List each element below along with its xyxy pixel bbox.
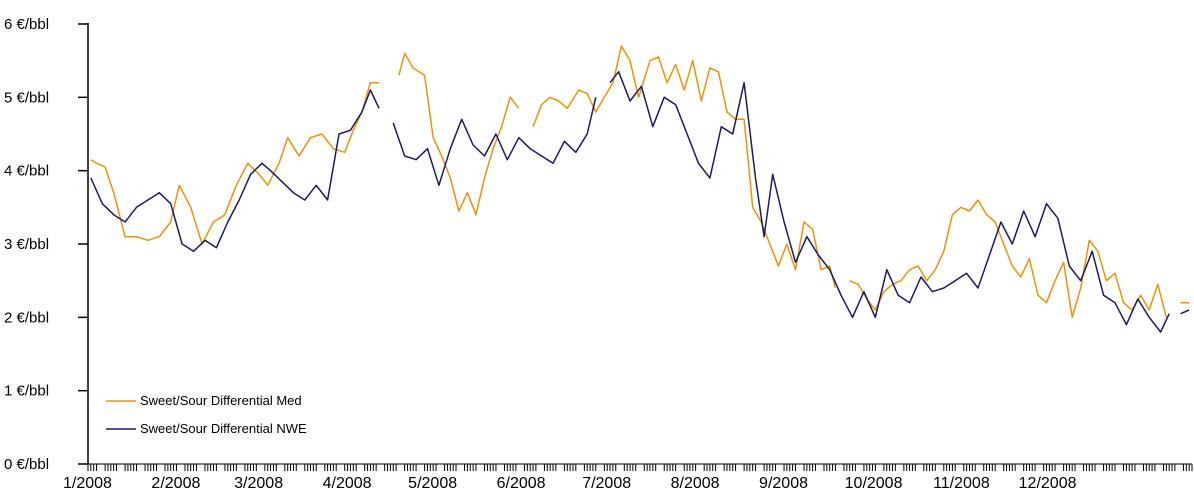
legend-label-med: Sweet/Sour Differential Med — [140, 393, 302, 408]
x-tick-label: 9/2008 — [759, 475, 808, 492]
y-tick-label: 3 €/bbl — [4, 236, 49, 253]
series-line-nwe — [90, 70, 1190, 333]
y-tick-label: 1 €/bbl — [4, 383, 49, 400]
series-lines — [90, 45, 1190, 333]
x-tick-label: 5/2008 — [408, 475, 457, 492]
x-axis: 1/2008 2/2008 3/2008 4/2008 5/2008 6/2008 7/20… — [63, 463, 1193, 492]
y-tick-label: 6 €/bbl — [4, 16, 49, 33]
y-tick-label: 0 €/bbl — [4, 456, 49, 473]
legend-label-nwe: Sweet/Sour Differential NWE — [140, 421, 307, 436]
x-tick-label: 1/2008 — [63, 475, 112, 492]
y-axis: 0 €/bbl 1 €/bbl 2 €/bbl 3 €/bbl 4 €/bbl 5 €/b… — [4, 16, 89, 473]
legend: Sweet/Sour Differential Med Sweet/Sour D… — [106, 393, 307, 436]
x-tick-label: 2/2008 — [151, 475, 200, 492]
x-tick-label: 11/2008 — [933, 475, 990, 492]
y-tick-label: 5 €/bbl — [4, 89, 49, 106]
x-tick-label: 7/2008 — [582, 475, 631, 492]
y-tick-label: 2 €/bbl — [4, 309, 49, 326]
y-tick-label: 4 €/bbl — [4, 163, 49, 180]
x-tick-label: 6/2008 — [497, 475, 546, 492]
series-line-med — [90, 45, 1190, 319]
x-tick-label: 12/2008 — [1019, 475, 1077, 492]
x-tick-label: 4/2008 — [323, 475, 372, 492]
x-tick-label: 3/2008 — [234, 475, 283, 492]
x-tick-label: 8/2008 — [671, 475, 720, 492]
x-tick-label: 10/2008 — [845, 475, 903, 492]
